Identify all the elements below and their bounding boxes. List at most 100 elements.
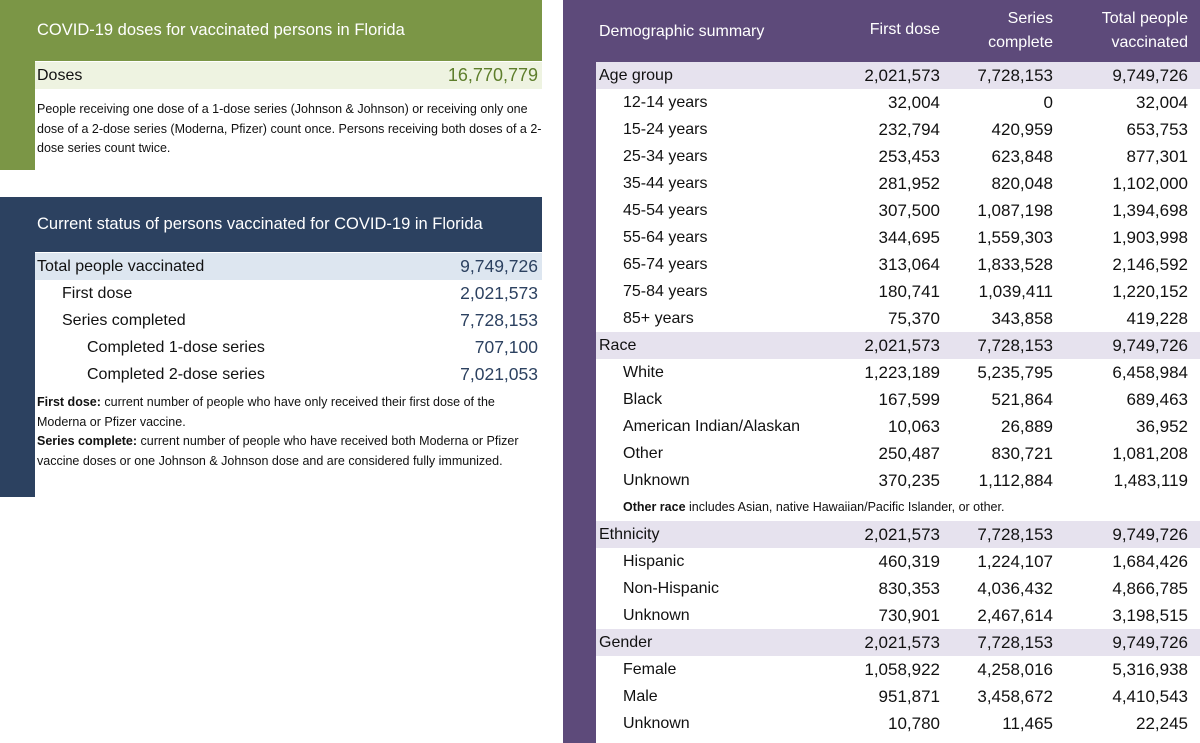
note-term: Other race bbox=[623, 500, 686, 514]
doses-header bbox=[0, 0, 542, 61]
status-note: First dose: current number of people who… bbox=[37, 393, 542, 432]
row-value: 3,458,672 bbox=[977, 687, 1053, 706]
group-row-bg bbox=[596, 629, 1200, 656]
row-value: 370,235 bbox=[878, 471, 940, 490]
row-value: 1,112,884 bbox=[978, 471, 1053, 490]
row-value: 4,036,432 bbox=[977, 579, 1053, 598]
row-value: 22,245 bbox=[1136, 714, 1188, 733]
row-value: 689,463 bbox=[1126, 390, 1188, 409]
status-title: Current status of persons vaccinated for… bbox=[37, 215, 483, 233]
status-note: Series complete: current number of peopl… bbox=[37, 432, 542, 471]
note-text: current number of people who have only r… bbox=[37, 395, 495, 429]
group-row-bg bbox=[596, 332, 1200, 359]
row-value: 951,871 bbox=[878, 687, 940, 706]
row-value: 32,004 bbox=[888, 93, 940, 112]
column-header: First dose bbox=[869, 21, 940, 38]
row-value: 75,370 bbox=[888, 309, 940, 328]
note-term: First dose: bbox=[37, 395, 101, 409]
row-value: 26,889 bbox=[1001, 417, 1053, 436]
group-total: 2,021,573 bbox=[864, 66, 940, 85]
row-label: Hispanic bbox=[623, 553, 685, 570]
row-value: 1,559,303 bbox=[977, 228, 1053, 247]
note-text: includes Asian, native Hawaiian/Pacific … bbox=[685, 500, 1005, 514]
group-total: 7,728,153 bbox=[977, 66, 1053, 85]
row-value: 307,500 bbox=[878, 201, 940, 220]
group-total: 7,728,153 bbox=[977, 525, 1053, 544]
row-value: 250,487 bbox=[878, 444, 940, 463]
doses-row-bg bbox=[35, 62, 542, 89]
group-total: 7,728,153 bbox=[977, 633, 1053, 652]
row-value: 1,058,922 bbox=[864, 660, 940, 679]
row-label: Male bbox=[623, 688, 658, 705]
status-value: 7,728,153 bbox=[460, 310, 538, 330]
row-value: 1,483,119 bbox=[1113, 471, 1188, 490]
row-label: 55-64 years bbox=[623, 229, 708, 246]
row-value: 1,102,000 bbox=[1112, 174, 1188, 193]
row-value: 180,741 bbox=[878, 282, 940, 301]
note-text: current number of people who have receiv… bbox=[37, 434, 519, 468]
row-label: Other bbox=[623, 445, 664, 462]
row-value: 5,316,938 bbox=[1112, 660, 1188, 679]
status-label: Completed 2-dose series bbox=[87, 366, 265, 383]
status-row-bg bbox=[35, 253, 542, 280]
row-value: 623,848 bbox=[991, 147, 1053, 166]
row-value: 6,458,984 bbox=[1112, 363, 1188, 382]
row-label: Unknown bbox=[623, 607, 690, 624]
row-value: 420,959 bbox=[991, 120, 1053, 139]
row-value: 1,081,208 bbox=[1112, 444, 1188, 463]
group-total: 2,021,573 bbox=[864, 633, 940, 652]
row-value: 1,394,698 bbox=[1112, 201, 1188, 220]
row-value: 1,087,198 bbox=[977, 201, 1053, 220]
row-label: Black bbox=[623, 391, 663, 408]
group-name: Ethnicity bbox=[599, 526, 660, 543]
group-name: Age group bbox=[599, 67, 673, 84]
row-label: 85+ years bbox=[623, 310, 694, 327]
row-value: 253,453 bbox=[878, 147, 940, 166]
row-value: 281,952 bbox=[878, 174, 940, 193]
group-total: 7,728,153 bbox=[977, 336, 1053, 355]
row-label: 15-24 years bbox=[623, 121, 708, 138]
row-value: 167,599 bbox=[878, 390, 940, 409]
group-name: Gender bbox=[599, 634, 653, 651]
row-value: 521,864 bbox=[991, 390, 1053, 409]
group-total: 9,749,726 bbox=[1112, 633, 1188, 652]
row-value: 3,198,515 bbox=[1112, 606, 1188, 625]
row-label: Female bbox=[623, 661, 677, 678]
group-total: 2,021,573 bbox=[864, 336, 940, 355]
row-value: 0 bbox=[1043, 93, 1053, 112]
row-label: 35-44 years bbox=[623, 175, 708, 192]
demo-header bbox=[563, 0, 1200, 62]
doses-value: 16,770,779 bbox=[447, 65, 538, 85]
row-value: 653,753 bbox=[1126, 120, 1188, 139]
row-value: 1,684,426 bbox=[1112, 552, 1188, 571]
row-value: 1,039,411 bbox=[978, 282, 1053, 301]
status-label: Total people vaccinated bbox=[37, 258, 205, 275]
row-value: 1,223,189 bbox=[864, 363, 940, 382]
group-total: 9,749,726 bbox=[1112, 525, 1188, 544]
row-label: American Indian/Alaskan bbox=[623, 418, 800, 435]
row-label: 12-14 years bbox=[623, 94, 708, 111]
column-header: Series complete bbox=[988, 10, 1053, 51]
status-value: 9,749,726 bbox=[460, 256, 538, 276]
group-total: 9,749,726 bbox=[1112, 66, 1188, 85]
group-total: 9,749,726 bbox=[1112, 336, 1188, 355]
status-notes: First dose: current number of people who… bbox=[37, 393, 542, 471]
row-value: 820,048 bbox=[991, 174, 1053, 193]
group-row-bg bbox=[596, 521, 1200, 548]
note-term: Series complete: bbox=[37, 434, 138, 448]
row-value: 313,064 bbox=[878, 255, 940, 274]
column-header: Total people vaccinated bbox=[1101, 10, 1188, 51]
group-total: 2,021,573 bbox=[864, 525, 940, 544]
row-label: Unknown bbox=[623, 715, 690, 732]
row-value: 1,220,152 bbox=[1112, 282, 1188, 301]
column-header: Demographic summary bbox=[599, 23, 765, 40]
row-value: 11,465 bbox=[1002, 714, 1053, 733]
row-value: 36,952 bbox=[1136, 417, 1188, 436]
row-value: 4,258,016 bbox=[977, 660, 1053, 679]
group-note: Other race includes Asian, native Hawaii… bbox=[623, 498, 1004, 518]
row-label: White bbox=[623, 364, 664, 381]
status-value: 7,021,053 bbox=[460, 364, 538, 384]
row-value: 4,866,785 bbox=[1112, 579, 1188, 598]
row-value: 1,833,528 bbox=[977, 255, 1053, 274]
